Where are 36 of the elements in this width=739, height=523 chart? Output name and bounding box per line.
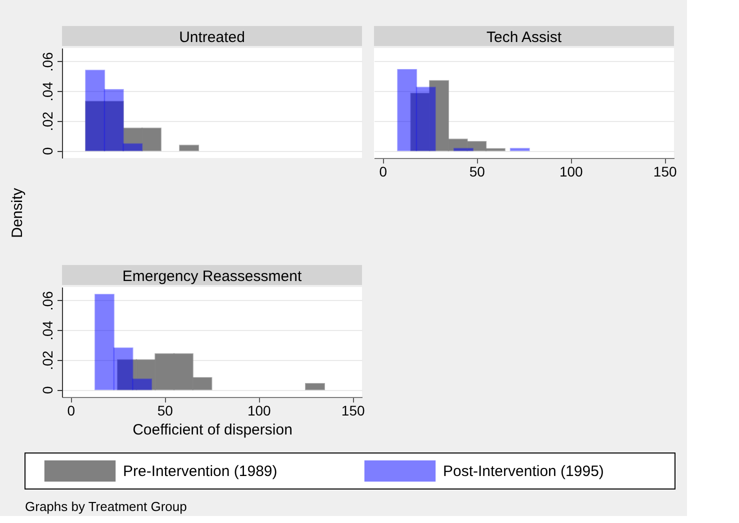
bar [85,70,106,152]
x-tick-label: 0 [379,164,388,180]
y-axis-title: Density [9,188,26,238]
x-tick-label: 150 [341,402,365,418]
chart-title: Untreated [179,29,245,46]
x-tick-label: 50 [157,402,174,418]
x-tick-label: 50 [469,164,486,180]
bar [94,294,114,390]
bar [453,148,474,152]
x-axis-title: Coefficient of dispersion [132,422,292,438]
x-tick-label: 0 [67,402,76,418]
y-tick-label: .04 [40,82,56,102]
y-tick-label: .04 [40,320,56,340]
legend-label: Post-Intervention (1995) [443,463,604,480]
bar [510,148,530,152]
legend-label: Pre-Intervention (1989) [123,463,278,480]
x-tick-label: 150 [653,164,677,180]
y-tick-label: 0 [40,386,56,394]
y-tick-label: 0 [40,146,56,155]
y-tick-label: .06 [40,52,56,72]
bar [122,143,143,152]
bar [113,347,134,390]
bar [305,383,326,390]
text: Graphs by Treatment Group [25,499,187,514]
bar [397,68,418,152]
chart-title: Tech Assist [486,29,562,46]
bar [132,378,152,390]
x-tick-label: 100 [559,164,584,180]
y-tick-label: .02 [40,350,56,370]
bar [104,89,124,152]
chart-title: Emergency Reassessment [122,268,302,285]
y-tick-label: .02 [40,111,56,132]
y-tick-label: .06 [40,290,56,311]
x-tick-label: 100 [247,402,272,418]
bar [179,144,200,152]
bar [416,86,436,152]
